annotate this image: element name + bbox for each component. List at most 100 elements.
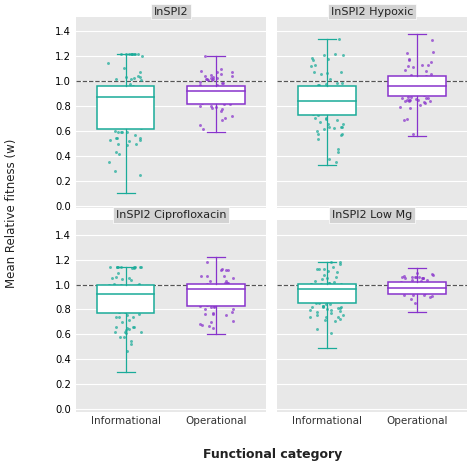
Point <box>207 285 215 293</box>
Point <box>223 280 231 287</box>
Text: InSPI2 Low Mg: InSPI2 Low Mg <box>332 210 412 220</box>
Point <box>210 310 217 317</box>
Text: Functional category: Functional category <box>203 448 342 461</box>
Point <box>330 291 338 298</box>
Point <box>117 50 125 58</box>
Point <box>313 308 320 315</box>
Point <box>334 148 342 156</box>
Point <box>137 302 145 309</box>
Point <box>118 120 125 128</box>
Point <box>324 55 332 63</box>
Point <box>415 273 422 280</box>
Point <box>137 263 145 271</box>
Point <box>417 101 424 109</box>
Point <box>126 289 133 297</box>
Point <box>424 94 432 102</box>
Point <box>401 66 409 74</box>
Point <box>401 274 409 281</box>
Point <box>122 73 130 80</box>
Point <box>201 294 209 302</box>
Bar <box>97 86 155 129</box>
Point <box>126 50 133 58</box>
Point <box>320 281 328 289</box>
Point <box>326 300 334 308</box>
Point <box>336 90 344 97</box>
Point <box>219 86 227 94</box>
Point <box>136 136 144 144</box>
Point <box>339 51 346 59</box>
Point <box>208 298 216 306</box>
Point <box>407 89 415 97</box>
Point <box>223 298 231 305</box>
Point <box>111 128 118 135</box>
Point <box>318 296 325 304</box>
Point <box>334 294 342 301</box>
Point <box>123 311 131 318</box>
Point <box>116 290 124 298</box>
Point <box>111 288 118 296</box>
Point <box>206 293 214 301</box>
Point <box>218 265 226 273</box>
Point <box>325 279 333 287</box>
Point <box>403 115 410 123</box>
Point <box>320 289 328 297</box>
Point <box>220 294 228 301</box>
Point <box>339 120 346 128</box>
Point <box>218 70 225 78</box>
Point <box>132 140 140 148</box>
Point <box>399 288 406 296</box>
Point <box>406 104 414 112</box>
Point <box>323 285 331 292</box>
Point <box>413 269 420 277</box>
Point <box>326 123 333 130</box>
Point <box>417 278 425 285</box>
Point <box>205 77 212 84</box>
Point <box>113 85 120 92</box>
Point <box>113 273 120 280</box>
Point <box>118 276 126 283</box>
Point <box>205 322 212 330</box>
Point <box>197 272 205 280</box>
Point <box>400 117 408 124</box>
Point <box>201 53 209 60</box>
Point <box>203 280 210 288</box>
Point <box>429 271 437 279</box>
Point <box>123 141 131 149</box>
Point <box>326 108 333 115</box>
Point <box>124 109 131 117</box>
Point <box>401 288 408 295</box>
Point <box>222 266 229 274</box>
Point <box>429 81 437 88</box>
Point <box>105 59 112 66</box>
Point <box>322 80 330 88</box>
Point <box>136 310 143 317</box>
Point <box>407 93 414 101</box>
Point <box>332 95 339 102</box>
Point <box>217 92 225 100</box>
Point <box>421 99 429 107</box>
Point <box>111 168 119 175</box>
Point <box>337 293 345 300</box>
Point <box>422 68 430 75</box>
Point <box>333 269 341 276</box>
Point <box>412 96 419 103</box>
Point <box>116 98 123 105</box>
Point <box>220 101 228 108</box>
Point <box>203 301 210 309</box>
Point <box>208 102 215 110</box>
Point <box>402 283 410 290</box>
Point <box>314 112 322 119</box>
Point <box>418 274 426 281</box>
Point <box>420 98 428 106</box>
Point <box>410 291 417 298</box>
Point <box>209 105 216 112</box>
Point <box>422 72 429 79</box>
Point <box>314 265 321 273</box>
Point <box>228 308 235 315</box>
Point <box>125 105 132 113</box>
Point <box>209 284 217 292</box>
Point <box>337 258 344 266</box>
Point <box>337 69 344 76</box>
Point <box>311 294 319 301</box>
Point <box>314 82 322 89</box>
